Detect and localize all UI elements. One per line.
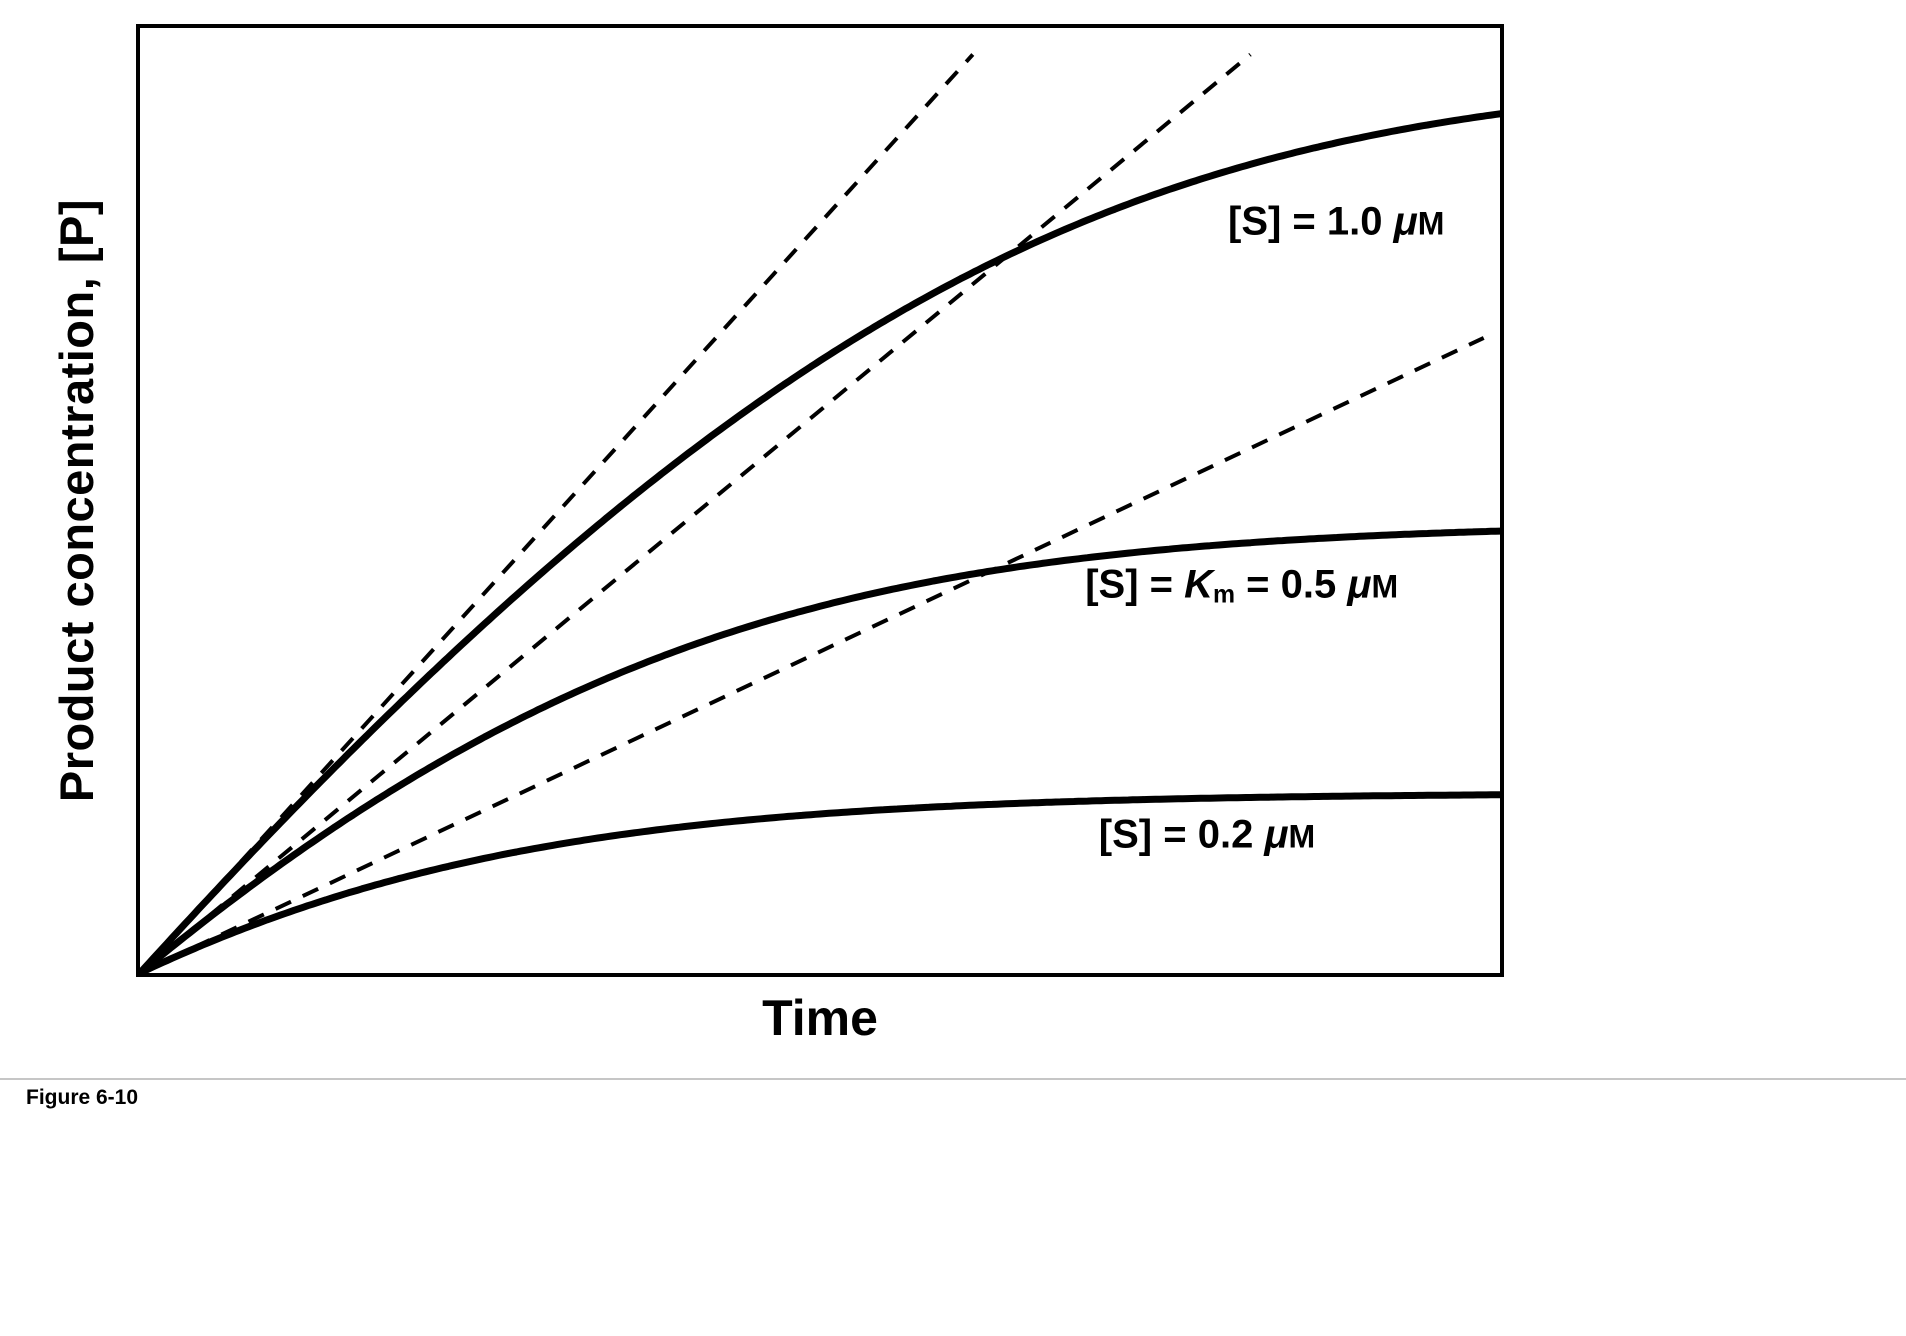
x-axis-label: Time	[762, 990, 878, 1046]
plot-area: [S] = 1.0 μM [S] = Km = 0.5 μM [S] = 0.2 μ…	[136, 24, 1504, 977]
chart-canvas	[140, 52, 1500, 973]
progress-curve-s-1.0	[140, 110, 1500, 973]
y-axis-label-column: Product concentration, [P]	[16, 24, 136, 977]
progress-curve-s-0.2	[140, 791, 1500, 973]
plot-column: [S] = 1.0 μM [S] = Km = 0.5 μM [S] = 0.2 μ…	[136, 24, 1504, 1047]
initial-velocity-tangent-s-0.5	[140, 52, 1252, 973]
y-axis-label: Product concentration, [P]	[49, 198, 103, 803]
page-divider	[0, 1078, 1906, 1080]
initial-velocity-tangent-s-1.0	[140, 53, 975, 973]
figure-caption: Figure 6-10	[26, 1086, 139, 1109]
initial-velocity-tangent-s-0.2	[140, 336, 1485, 973]
kinetics-figure: Product concentration, [P] [S] = 1.0 μM[…	[16, 24, 1504, 1047]
progress-curve-s-0.5	[140, 527, 1500, 973]
